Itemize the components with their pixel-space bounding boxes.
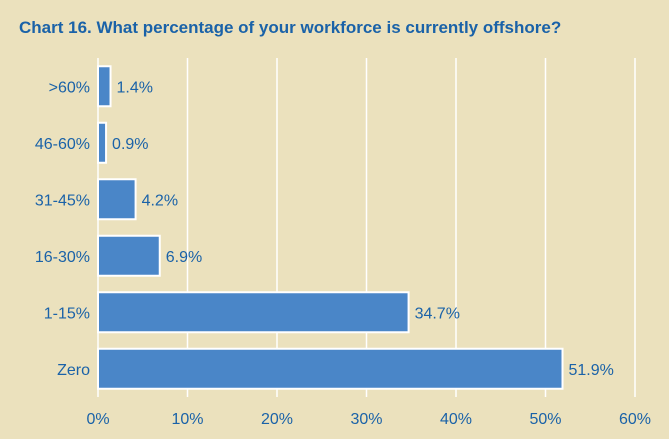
bar xyxy=(97,291,410,334)
bar xyxy=(97,178,137,221)
x-tick-label: 30% xyxy=(350,411,382,428)
category-label: 16-30% xyxy=(35,249,90,266)
title-bar: Chart 16. What percentage of your workfo… xyxy=(0,0,669,46)
category-label: 46-60% xyxy=(35,136,90,153)
x-tick-label: 40% xyxy=(440,411,472,428)
data-label: 0.9% xyxy=(112,136,148,153)
x-tick-label: 60% xyxy=(619,411,651,428)
bar xyxy=(97,347,564,390)
chart-title: Chart 16. What percentage of your workfo… xyxy=(19,18,562,37)
x-tick-label: 0% xyxy=(86,411,109,428)
bar xyxy=(97,121,108,164)
x-tick-label: 50% xyxy=(529,411,561,428)
bar xyxy=(97,234,161,277)
category-label: Zero xyxy=(57,362,90,379)
data-label: 1.4% xyxy=(117,79,153,96)
category-label: 31-45% xyxy=(35,192,90,209)
data-label: 4.2% xyxy=(142,192,178,209)
category-label: >60% xyxy=(49,79,90,96)
x-tick-label: 20% xyxy=(261,411,293,428)
category-label: 1-15% xyxy=(44,305,90,322)
data-label: 51.9% xyxy=(569,362,614,379)
bar xyxy=(97,65,112,108)
data-label: 34.7% xyxy=(415,305,460,322)
data-label: 6.9% xyxy=(166,249,202,266)
x-tick-label: 10% xyxy=(171,411,203,428)
